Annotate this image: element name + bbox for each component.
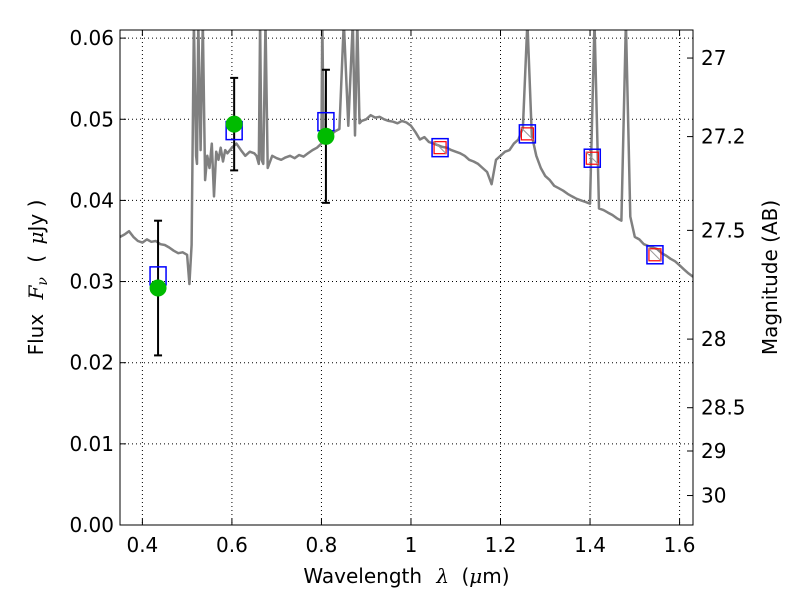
y-axis-label-unit-rest: Jy )	[24, 200, 48, 234]
x-axis-label-unit-open: (	[461, 564, 469, 588]
spectrum-line	[120, 30, 693, 286]
y-axis-label-unit-open: (	[24, 255, 48, 263]
x-axis-label-symbol: λ	[435, 564, 449, 588]
small-square-diagonal	[585, 151, 599, 165]
small-square-diagonal	[521, 127, 534, 141]
x-axis-label: Wavelength λ (μm)	[303, 564, 509, 588]
small-model-square	[433, 141, 447, 155]
x-tick-label: 1.2	[485, 533, 517, 557]
y-axis-label: Flux Fν ( μJy )	[24, 200, 52, 356]
y-tick-label: 0.04	[69, 188, 114, 212]
series-layer	[120, 30, 693, 357]
observed-point	[317, 127, 335, 145]
x-tick-label: 1.4	[574, 533, 606, 557]
x-tick-label: 1	[405, 533, 418, 557]
mag-tick-label: 27.5	[701, 218, 746, 242]
y2-axis-label: Magnitude (AB)	[758, 200, 782, 355]
y-tick-label: 0.03	[69, 270, 114, 294]
observed-point	[149, 279, 167, 297]
small-model-square	[520, 127, 534, 141]
small-model-square	[585, 151, 599, 165]
small-model-square	[648, 248, 662, 262]
y-tick-label: 0.02	[69, 351, 114, 375]
x-tick-label: 1.6	[664, 533, 696, 557]
small-square-diagonal	[433, 141, 447, 155]
mag-tick-label: 28.5	[701, 396, 746, 420]
y-axis-label-unit-mu: μ	[24, 232, 48, 245]
grid	[120, 30, 693, 526]
x-tick-label: 0.4	[126, 533, 158, 557]
mag-tick-label: 27	[701, 46, 726, 70]
model-square	[431, 137, 449, 158]
plot-frame	[119, 29, 694, 526]
x-axis-label-unit-rest: m)	[482, 564, 509, 588]
model-square	[646, 245, 664, 265]
x-axis-label-text: Wavelength	[303, 564, 422, 588]
ticks: 0.4 0.6 0.8 1 1.2 1.4 1.6 0.00 0.01 0.02 0.03 0.04 0…	[69, 26, 745, 557]
model-square	[518, 124, 537, 144]
y-axis-label-symbol: F	[24, 284, 48, 300]
x-axis-label-unit-mu: μ	[469, 564, 482, 588]
y-tick-label: 0.00	[69, 513, 114, 537]
x-tick-label: 0.8	[306, 533, 338, 557]
observed-point	[225, 115, 243, 133]
y-axis-label-text: Flux	[24, 314, 48, 356]
series-clip-group	[120, 30, 693, 357]
y-axis-label-sub: ν	[35, 277, 51, 286]
model-square	[583, 148, 602, 168]
mag-tick-label: 27.2	[701, 125, 746, 149]
y-tick-label: 0.01	[69, 432, 114, 456]
small-square-diagonal	[648, 248, 662, 262]
x-tick-label: 0.6	[216, 533, 248, 557]
mag-tick-label: 28	[701, 327, 726, 351]
mag-tick-label: 30	[701, 484, 726, 508]
y-tick-label: 0.05	[69, 107, 114, 131]
mag-tick-label: 29	[701, 439, 726, 463]
y-tick-label: 0.06	[69, 26, 114, 50]
